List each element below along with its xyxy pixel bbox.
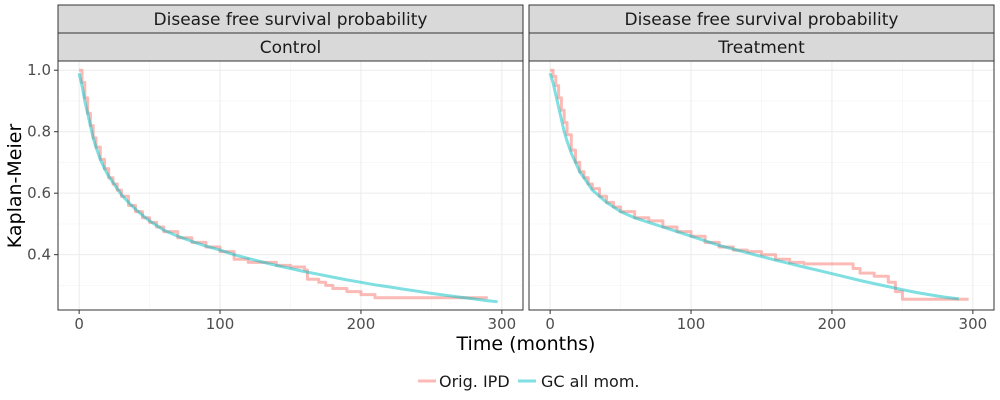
panel-border-1	[57, 60, 524, 311]
strip-bottom-1	[57, 32, 524, 62]
y-tick-label: 0.4	[27, 246, 51, 264]
panel-1: Disease free survival probability Control…	[27, 4, 524, 333]
series-orig-ipd-line	[550, 68, 969, 301]
x-tick-label: 0	[74, 315, 84, 333]
y-tick-label: 1.0	[27, 61, 51, 79]
x-tick-label: 200	[818, 315, 847, 333]
panel-2: Disease free survival probability Treatme…	[528, 4, 995, 333]
panel-border-2	[528, 60, 995, 311]
strip-bottom-label-2: Treatment	[717, 38, 805, 58]
x-tick-label: 0	[545, 315, 555, 333]
strip-bottom-2	[528, 32, 995, 62]
series-gc-all-mom-line	[77, 72, 498, 304]
series-orig-ipd-line	[79, 68, 488, 300]
x-tick-label: 100	[206, 315, 235, 333]
y-tick-label: 0.8	[27, 123, 51, 141]
strip-top-2	[528, 4, 995, 34]
x-tick-label: 300	[488, 315, 517, 333]
strip-top-1	[57, 4, 524, 34]
y-axis-title: Kaplan-Meier	[4, 124, 26, 249]
legend-label-gc-all-mom: GC all mom.	[541, 372, 639, 391]
series-gc-all-mom-line	[548, 72, 959, 301]
legend: Orig. IPD GC all mom.	[418, 372, 639, 391]
x-tick-label: 100	[677, 315, 706, 333]
x-axis-title: Time (months)	[456, 333, 596, 355]
x-tick-label: 300	[959, 315, 988, 333]
facet-panels: Disease free survival probability Control…	[27, 4, 995, 333]
y-tick-label: 0.6	[27, 184, 51, 202]
legend-label-orig-ipd: Orig. IPD	[439, 372, 510, 391]
strip-top-label-2: Disease free survival probability	[625, 10, 899, 30]
strip-bottom-label-1: Control	[260, 38, 321, 58]
x-tick-label: 200	[347, 315, 376, 333]
strip-top-label-1: Disease free survival probability	[154, 10, 428, 30]
